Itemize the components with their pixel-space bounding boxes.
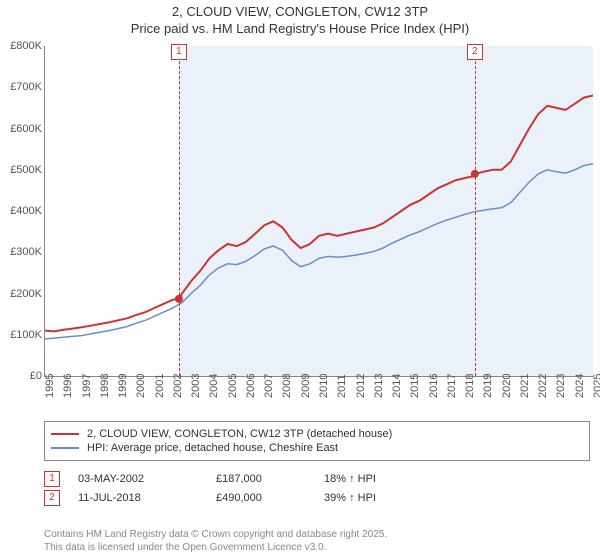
x-tick: 1995	[44, 358, 56, 398]
sales-price: £490,000	[216, 492, 306, 504]
x-tick: 2004	[208, 358, 220, 398]
legend: 2, CLOUD VIEW, CONGLETON, CW12 3TP (deta…	[44, 421, 590, 461]
sales-date: 11-JUL-2018	[78, 492, 198, 504]
y-tick: £600K	[2, 123, 42, 135]
x-tick: 2008	[281, 358, 293, 398]
x-tick: 2025	[592, 358, 600, 398]
marker-box-1: 1	[171, 44, 187, 60]
x-tick: 1997	[81, 358, 93, 398]
x-tick: 2012	[355, 358, 367, 398]
x-tick: 2011	[336, 358, 348, 398]
y-tick: £500K	[2, 164, 42, 176]
sales-marker: 2	[44, 490, 60, 506]
x-tick: 2002	[172, 358, 184, 398]
x-tick: 1996	[62, 358, 74, 398]
sales-date: 03-MAY-2002	[78, 473, 198, 485]
sales-row: 1 03-MAY-2002 £187,000 18% ↑ HPI	[44, 471, 590, 487]
x-tick: 2009	[300, 358, 312, 398]
x-tick: 2019	[482, 358, 494, 398]
title-line2: Price paid vs. HM Land Registry's House …	[0, 21, 600, 38]
x-tick: 2016	[428, 358, 440, 398]
y-tick: £300K	[2, 246, 42, 258]
y-tick: £100K	[2, 329, 42, 341]
x-tick: 2000	[135, 358, 147, 398]
x-tick: 2014	[391, 358, 403, 398]
x-tick: 2020	[501, 358, 513, 398]
x-tick: 2001	[154, 358, 166, 398]
x-tick: 2003	[190, 358, 202, 398]
sales-price: £187,000	[216, 473, 306, 485]
series-price_paid	[45, 96, 593, 332]
x-tick: 2015	[409, 358, 421, 398]
legend-row: HPI: Average price, detached house, Ches…	[51, 442, 583, 454]
y-tick: £200K	[2, 288, 42, 300]
sales-pct: 18% ↑ HPI	[324, 473, 444, 485]
legend-label: HPI: Average price, detached house, Ches…	[87, 442, 338, 454]
sales-row: 2 11-JUL-2018 £490,000 39% ↑ HPI	[44, 490, 590, 506]
y-tick: £0	[2, 370, 42, 382]
legend-label: 2, CLOUD VIEW, CONGLETON, CW12 3TP (deta…	[87, 428, 392, 440]
attribution-line2: This data is licensed under the Open Gov…	[44, 542, 387, 555]
sales-table: 1 03-MAY-2002 £187,000 18% ↑ HPI 2 11-JUL-201…	[44, 468, 590, 509]
x-tick: 2007	[263, 358, 275, 398]
y-tick: £800K	[2, 40, 42, 52]
x-tick: 1999	[117, 358, 129, 398]
x-tick: 2010	[318, 358, 330, 398]
title-line1: 2, CLOUD VIEW, CONGLETON, CW12 3TP	[0, 4, 600, 21]
attribution-line1: Contains HM Land Registry data © Crown c…	[44, 529, 387, 542]
x-tick: 2013	[373, 358, 385, 398]
x-tick: 2023	[555, 358, 567, 398]
legend-swatch	[51, 447, 79, 449]
x-tick: 2022	[537, 358, 549, 398]
x-tick: 2018	[464, 358, 476, 398]
legend-row: 2, CLOUD VIEW, CONGLETON, CW12 3TP (deta…	[51, 428, 583, 440]
plot-area: 12	[44, 46, 593, 377]
chart-svg	[45, 46, 593, 376]
marker-box-2: 2	[467, 44, 483, 60]
series-hpi	[45, 164, 593, 339]
legend-swatch	[51, 433, 79, 435]
y-tick: £700K	[2, 81, 42, 93]
x-tick: 1998	[99, 358, 111, 398]
x-tick: 2006	[245, 358, 257, 398]
y-tick: £400K	[2, 205, 42, 217]
x-tick: 2024	[574, 358, 586, 398]
sales-marker: 1	[44, 471, 60, 487]
x-tick: 2017	[446, 358, 458, 398]
marker-line-2	[475, 46, 476, 376]
x-tick: 2005	[227, 358, 239, 398]
sales-pct: 39% ↑ HPI	[324, 492, 444, 504]
marker-line-1	[179, 46, 180, 376]
attribution: Contains HM Land Registry data © Crown c…	[44, 529, 387, 554]
x-tick: 2021	[519, 358, 531, 398]
